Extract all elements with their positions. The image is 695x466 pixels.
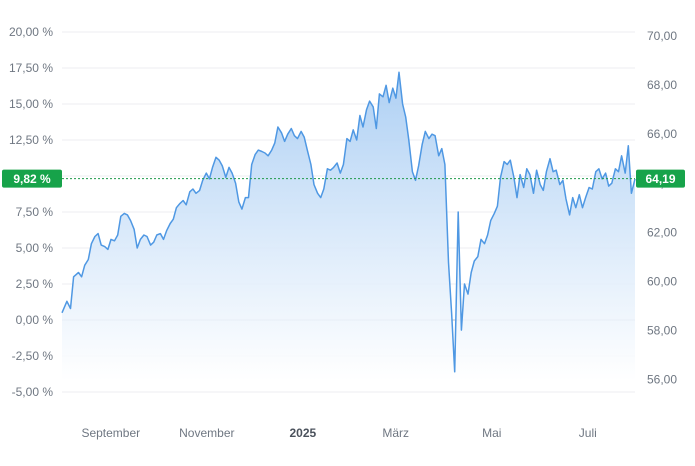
left-tick-label: 20,00 % [9,25,53,39]
x-tick-label: November [179,426,234,440]
left-tick-label: 2,50 % [16,277,54,291]
left-tick-label: 15,00 % [9,97,53,111]
left-tick-label: 17,50 % [9,61,53,75]
current-value-badges: 9,82 % 64,19 [2,169,685,188]
left-axis: -5,00 %-2,50 %0,00 %2,50 %5,00 %7,50 %10… [9,25,53,399]
right-tick-label: 60,00 [647,275,677,289]
badge-bg [636,169,685,188]
left-tick-label: 5,00 % [16,241,54,255]
right-tick-label: 58,00 [647,324,677,338]
current-percent-badge: 9,82 % [2,169,62,188]
current-price-label: 64,19 [645,172,675,186]
badge-bg [2,169,62,188]
left-tick-label: -5,00 % [12,385,54,399]
series-line [61,71,636,373]
right-tick-label: 62,00 [647,225,677,239]
right-tick-label: 68,00 [647,78,677,92]
left-tick-label: 7,50 % [16,205,54,219]
x-axis: September November 2025 März Mai Juli [81,426,596,440]
series-area [62,72,635,382]
x-tick-label: September [81,426,140,440]
left-tick-label: -2,50 % [12,349,54,363]
left-tick-label: 12,50 % [9,133,53,147]
series-path [61,71,636,373]
left-tick-label: 0,00 % [16,313,54,327]
current-percent-label: 9,82 % [13,172,51,186]
x-tick-label: 2025 [289,426,316,440]
right-tick-label: 66,00 [647,127,677,141]
right-tick-label: 70,00 [647,29,677,43]
right-tick-label: 56,00 [647,373,677,387]
area-fill [62,72,635,382]
x-tick-label: Mai [482,426,501,440]
x-tick-label: Juli [579,426,597,440]
current-price-badge: 64,19 [636,169,685,188]
x-tick-label: März [382,426,409,440]
